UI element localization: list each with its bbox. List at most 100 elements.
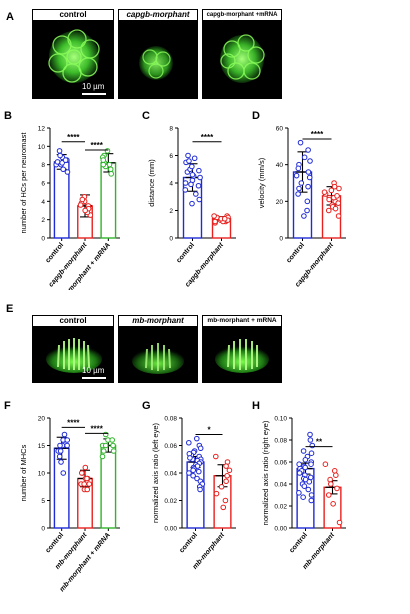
data-point [100,448,107,454]
series-group [292,139,313,239]
data-point [211,213,217,219]
y-tick-label: 0.10 [274,416,287,423]
y-tick-label: 60 [276,126,284,133]
data-point [297,139,304,146]
panel-letter-a: A [6,11,14,23]
data-point [182,180,189,186]
x-tick-label: control [45,242,66,265]
data-point [296,185,302,192]
data-point [332,205,339,212]
data-point [295,191,301,197]
series-group [211,213,232,239]
image-e-control: control 10 µm [32,315,114,383]
hair-cell-cluster-image [220,34,265,83]
hair-bundle-image [46,338,102,373]
data-point [298,180,305,186]
data-point [182,187,189,193]
significance-label: **** [67,133,80,142]
x-tick-label: control [45,532,66,555]
data-point [110,442,116,449]
data-point [220,504,227,511]
data-point [197,174,203,181]
hair-bundle-image [132,343,184,374]
data-point [56,453,63,460]
data-point [108,171,115,177]
series-group [99,148,117,239]
data-point [189,163,195,170]
y-tick-label: 4 [169,181,173,188]
y-tick-label: 8 [41,162,45,169]
y-tick-label: 0.08 [274,438,287,445]
data-point [54,159,61,165]
y-tick-label: 8 [169,126,173,133]
data-point [334,485,340,492]
y-tick-label: 2 [41,217,45,224]
data-point [296,490,302,496]
data-point [336,185,342,192]
image-header: control [32,315,114,327]
chart-f: F 0 5 10 15 20 number of MHCs controlmb-morphan… [4,400,120,594]
series-group [186,435,206,529]
y-tick-label: 4 [41,199,45,206]
data-point [226,467,233,474]
data-point [186,439,192,446]
data-point [82,464,89,471]
data-point [99,453,106,460]
data-point [60,470,67,476]
panel-letter-b: B [4,110,12,122]
y-tick-label: 0.06 [164,443,177,450]
data-point [78,470,85,476]
data-point [188,181,194,188]
y-tick-label: 0.08 [164,416,177,423]
image-header: capgb-morphant +mRNA [202,9,282,21]
data-point [326,196,332,203]
panel-letter-f: F [4,400,11,412]
data-point [331,468,338,474]
data-point [296,461,302,467]
image-header: mb-morphant + mRNA [202,315,282,327]
data-point [306,479,313,485]
y-tick-label: 0 [41,526,45,533]
data-point [223,463,229,469]
y-tick-label: 40 [276,162,284,169]
image-e-rescue: mb-morphant + mRNA [202,315,282,383]
data-point [57,442,63,449]
image-header: capgb-morphant [118,9,198,21]
data-point [100,161,107,168]
data-point [189,200,195,207]
hair-cell-cluster-image [139,46,173,80]
data-point [306,174,313,181]
y-axis-label: number of MHCs [19,444,28,501]
y-tick-label: 10 [38,144,46,151]
data-point [221,215,228,222]
y-tick-label: 15 [38,443,46,450]
data-point [308,497,315,504]
series-group [212,453,233,529]
x-tick-label: mb-morphant + mRNA [59,532,112,594]
data-point [59,160,65,166]
significance-label: ** [316,438,323,447]
x-tick-label: control [288,532,309,555]
series-group [53,148,71,239]
image-a-morphant: capgb-morphant [118,9,198,99]
data-point [300,494,306,500]
series-group [77,464,93,529]
y-tick-label: 0.06 [274,460,287,467]
data-point [212,218,218,225]
scale-bar [82,377,106,379]
data-point [197,486,203,493]
y-tick-label: 2 [169,208,173,215]
data-point [56,148,63,154]
data-point [86,481,93,487]
chart-b: B 0 2 4 6 8 10 12 number of HCs per neuromast con… [4,110,120,290]
data-point [196,196,203,203]
series-group [182,152,203,239]
series-group [296,431,316,529]
image-header: mb-morphant [118,315,198,327]
x-tick-label: control [178,532,199,555]
scale-bar [82,93,106,95]
data-point [224,472,230,479]
panel-letter-c: C [142,110,150,122]
